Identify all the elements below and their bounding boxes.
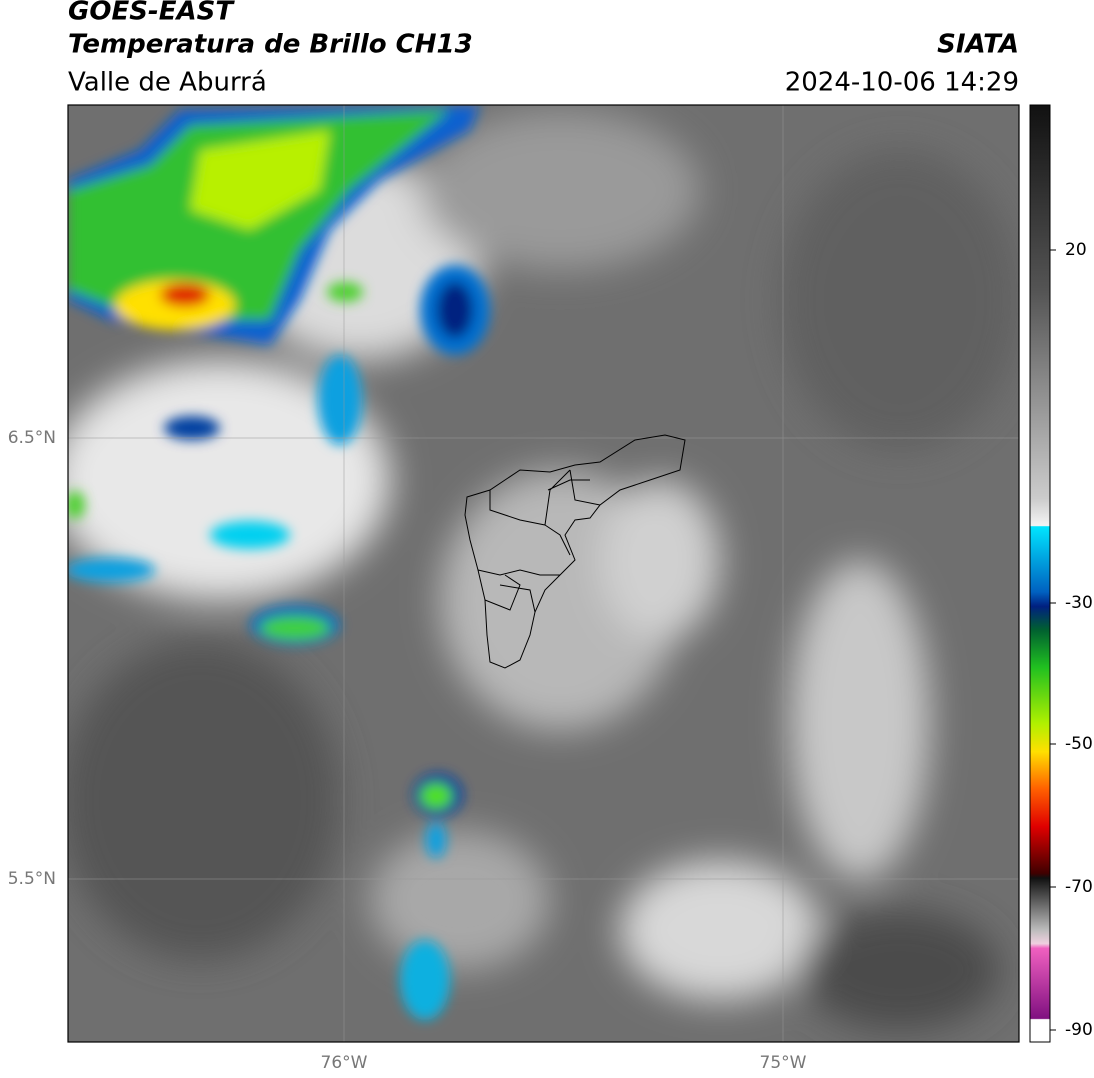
lon-label: 75°W — [760, 1053, 807, 1073]
colorbar-label: 20 — [1065, 240, 1087, 260]
region: Valle de Aburrá — [68, 68, 267, 98]
lat-label: 6.5°N — [8, 428, 56, 448]
colorbar — [1029, 104, 1051, 1043]
valle-aburra-boundaries — [464, 434, 686, 669]
lat-label: 5.5°N — [8, 869, 56, 889]
lon-label: 76°W — [321, 1053, 368, 1073]
colorbar-ticks — [1050, 249, 1056, 1031]
agency: SIATA — [937, 30, 1019, 60]
grid-lines — [68, 105, 1019, 1042]
satellite-image — [68, 105, 1019, 1042]
colorbar-label: -50 — [1065, 734, 1093, 754]
map-frame — [67, 104, 1020, 1043]
subtitle: Temperatura de Brillo CH13 — [68, 30, 473, 60]
title: GOES-EAST — [68, 0, 235, 27]
colorbar-label: -30 — [1065, 593, 1093, 613]
datetime: 2024-10-06 14:29 — [785, 68, 1019, 98]
colorbar-label: -70 — [1065, 877, 1093, 897]
colorbar-label: -90 — [1065, 1020, 1093, 1040]
